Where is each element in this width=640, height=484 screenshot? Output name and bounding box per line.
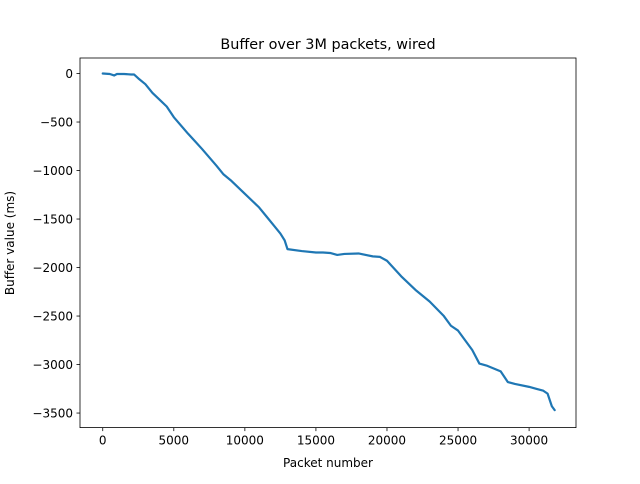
chart-title: Buffer over 3M packets, wired	[220, 37, 435, 53]
y-tick-label: −1500	[32, 212, 73, 226]
y-tick-label: −2500	[32, 309, 73, 323]
x-tick-label: 20000	[368, 434, 406, 448]
x-tick-label: 15000	[297, 434, 335, 448]
x-axis-label: Packet number	[283, 456, 373, 470]
series-line	[101, 72, 556, 412]
plot-frame	[79, 57, 577, 429]
x-tick-label: 10000	[226, 434, 264, 448]
x-tick-label: 25000	[439, 434, 477, 448]
series-layer	[101, 72, 556, 412]
x-axis-ticks: 0 5000 10000 15000 20000 25000 30000	[99, 427, 548, 448]
y-axis-ticks: 0 −500 −1000 −1500 −2000 −2500 −3000 −3500	[32, 67, 80, 420]
y-tick-label: −2000	[32, 261, 73, 275]
plot-area-background	[80, 58, 576, 428]
y-tick-label: −3000	[32, 358, 73, 372]
y-axis-label: Buffer value (ms)	[3, 191, 17, 295]
y-tick-label: 0	[65, 67, 73, 81]
y-tick-label: −1000	[32, 164, 73, 178]
x-tick-label: 0	[99, 434, 107, 448]
y-tick-label: −3500	[32, 406, 73, 420]
y-tick-label: −500	[40, 115, 73, 129]
x-tick-label: 30000	[510, 434, 548, 448]
x-tick-label: 5000	[159, 434, 190, 448]
